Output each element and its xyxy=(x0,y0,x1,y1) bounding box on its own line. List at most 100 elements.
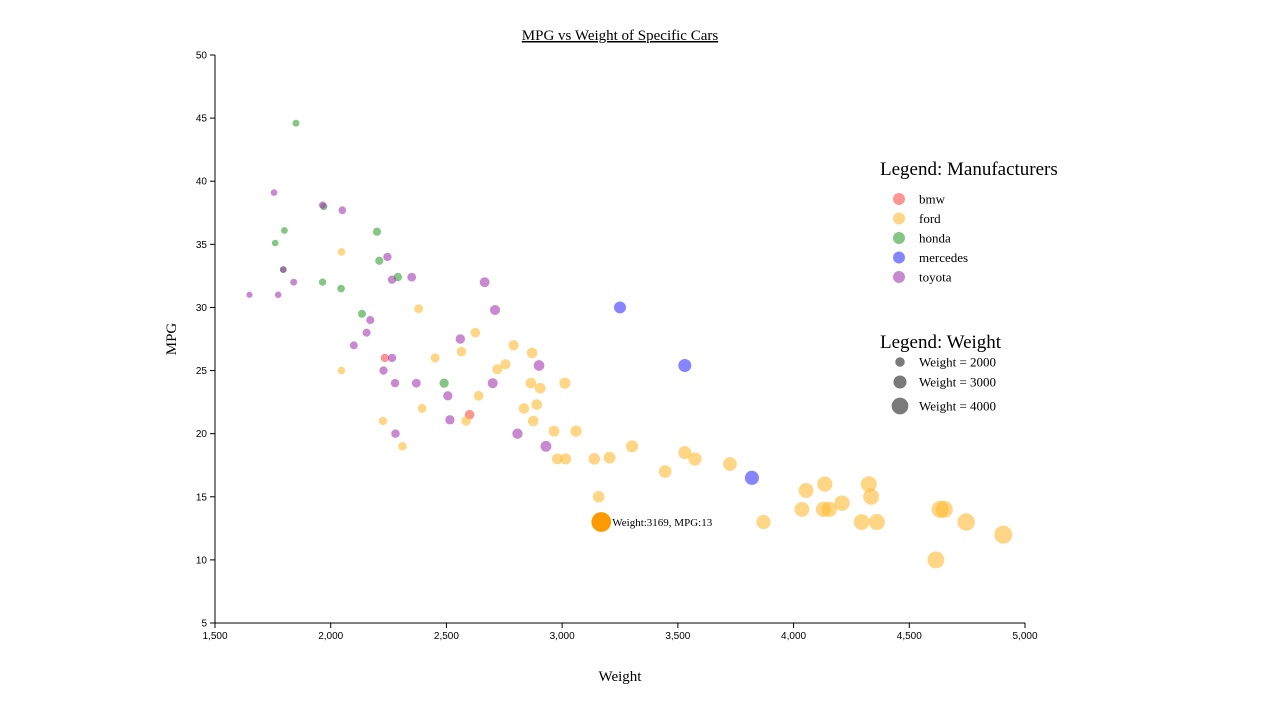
point-ford[interactable] xyxy=(817,476,833,492)
point-toyota[interactable] xyxy=(533,360,545,371)
point-toyota[interactable] xyxy=(338,206,347,215)
point-honda[interactable] xyxy=(281,227,288,234)
point-ford[interactable] xyxy=(337,366,346,375)
point-toyota[interactable] xyxy=(411,378,421,388)
point-ford[interactable] xyxy=(868,514,885,531)
point-toyota[interactable] xyxy=(318,201,327,209)
highlighted-point[interactable] xyxy=(591,512,612,532)
point-ford[interactable] xyxy=(551,453,563,465)
legend-swatch-ford xyxy=(893,212,905,225)
point-toyota[interactable] xyxy=(383,252,392,262)
point-ford[interactable] xyxy=(853,514,870,530)
point-ford[interactable] xyxy=(927,551,945,569)
point-honda[interactable] xyxy=(292,119,300,127)
point-toyota[interactable] xyxy=(379,366,388,375)
point-honda[interactable] xyxy=(271,239,279,247)
legend-swatch-mercedes xyxy=(893,251,905,264)
point-ford[interactable] xyxy=(863,488,880,505)
point-ford[interactable] xyxy=(756,514,771,530)
point-toyota[interactable] xyxy=(290,278,298,286)
point-ford[interactable] xyxy=(821,501,837,518)
point-toyota[interactable] xyxy=(270,189,278,196)
point-toyota[interactable] xyxy=(391,429,400,438)
point-ford[interactable] xyxy=(526,347,538,359)
point-honda[interactable] xyxy=(375,256,384,265)
point-ford[interactable] xyxy=(337,248,346,256)
point-toyota[interactable] xyxy=(387,353,397,363)
highlight-group[interactable]: Weight:3169, MPG:13 xyxy=(591,512,713,532)
point-ford[interactable] xyxy=(625,440,639,453)
point-toyota[interactable] xyxy=(512,428,523,439)
x-tick-label: 1,500 xyxy=(202,631,227,642)
point-toyota[interactable] xyxy=(246,291,253,298)
point-honda[interactable] xyxy=(318,278,327,286)
point-ford[interactable] xyxy=(461,416,471,426)
x-tick-label: 3,500 xyxy=(665,631,690,642)
point-ford[interactable] xyxy=(456,346,467,357)
point-ford[interactable] xyxy=(534,382,546,394)
point-ford[interactable] xyxy=(548,425,560,437)
point-ford[interactable] xyxy=(500,359,511,370)
point-ford[interactable] xyxy=(470,327,481,338)
point-ford[interactable] xyxy=(994,525,1013,544)
point-ford[interactable] xyxy=(588,453,601,465)
point-toyota[interactable] xyxy=(387,275,397,284)
x-tick-label: 4,500 xyxy=(897,631,922,642)
point-ford[interactable] xyxy=(398,441,407,451)
point-ford[interactable] xyxy=(860,476,877,493)
point-ford[interactable] xyxy=(378,416,388,426)
point-tooltip: Weight:3169, MPG:13 xyxy=(612,517,712,529)
point-toyota[interactable] xyxy=(390,378,400,388)
point-ford[interactable] xyxy=(592,490,605,503)
point-ford[interactable] xyxy=(518,403,530,414)
point-ford[interactable] xyxy=(603,451,616,464)
point-mercedes[interactable] xyxy=(744,470,759,485)
point-ford[interactable] xyxy=(508,340,519,351)
point-honda[interactable] xyxy=(439,378,449,388)
point-ford[interactable] xyxy=(473,390,484,401)
point-ford[interactable] xyxy=(417,403,427,413)
point-ford[interactable] xyxy=(414,304,424,314)
point-toyota[interactable] xyxy=(487,378,498,389)
point-ford[interactable] xyxy=(794,501,810,517)
legend-manufacturers: Legend: Manufacturers bmw ford honda merced… xyxy=(880,159,1058,285)
point-toyota[interactable] xyxy=(366,316,375,325)
y-tick-label: 30 xyxy=(196,303,208,314)
point-honda[interactable] xyxy=(372,227,382,236)
point-toyota[interactable] xyxy=(490,304,501,315)
point-ford[interactable] xyxy=(525,377,537,389)
point-toyota[interactable] xyxy=(362,328,371,337)
point-honda[interactable] xyxy=(337,284,345,293)
legend-label-mercedes: mercedes xyxy=(919,250,968,265)
point-ford[interactable] xyxy=(531,399,543,410)
point-ford[interactable] xyxy=(559,377,571,389)
point-ford[interactable] xyxy=(935,500,953,518)
point-honda[interactable] xyxy=(357,309,366,318)
point-ford[interactable] xyxy=(723,457,737,471)
legend-label-honda: honda xyxy=(919,231,951,246)
point-toyota[interactable] xyxy=(445,415,455,425)
point-toyota[interactable] xyxy=(540,440,552,452)
point-toyota[interactable] xyxy=(407,272,417,282)
point-ford[interactable] xyxy=(678,446,692,460)
point-ford[interactable] xyxy=(834,495,850,511)
point-bmw[interactable] xyxy=(380,353,390,363)
point-mercedes[interactable] xyxy=(614,301,626,314)
point-mercedes[interactable] xyxy=(678,358,692,373)
point-toyota[interactable] xyxy=(479,277,490,288)
point-ford[interactable] xyxy=(798,483,814,498)
point-toyota[interactable] xyxy=(274,291,282,299)
point-ford[interactable] xyxy=(430,353,440,363)
point-ford[interactable] xyxy=(658,465,672,478)
point-ford[interactable] xyxy=(527,415,539,427)
point-ford[interactable] xyxy=(570,425,582,437)
point-ford[interactable] xyxy=(492,364,503,375)
point-ford[interactable] xyxy=(957,513,975,531)
point-toyota[interactable] xyxy=(349,341,358,350)
point-toyota[interactable] xyxy=(279,266,287,273)
point-ford[interactable] xyxy=(688,452,702,466)
point-toyota[interactable] xyxy=(455,334,466,344)
legend-weight-label: Weight = 3000 xyxy=(919,375,996,390)
point-ford[interactable] xyxy=(560,453,572,465)
point-toyota[interactable] xyxy=(443,391,453,401)
